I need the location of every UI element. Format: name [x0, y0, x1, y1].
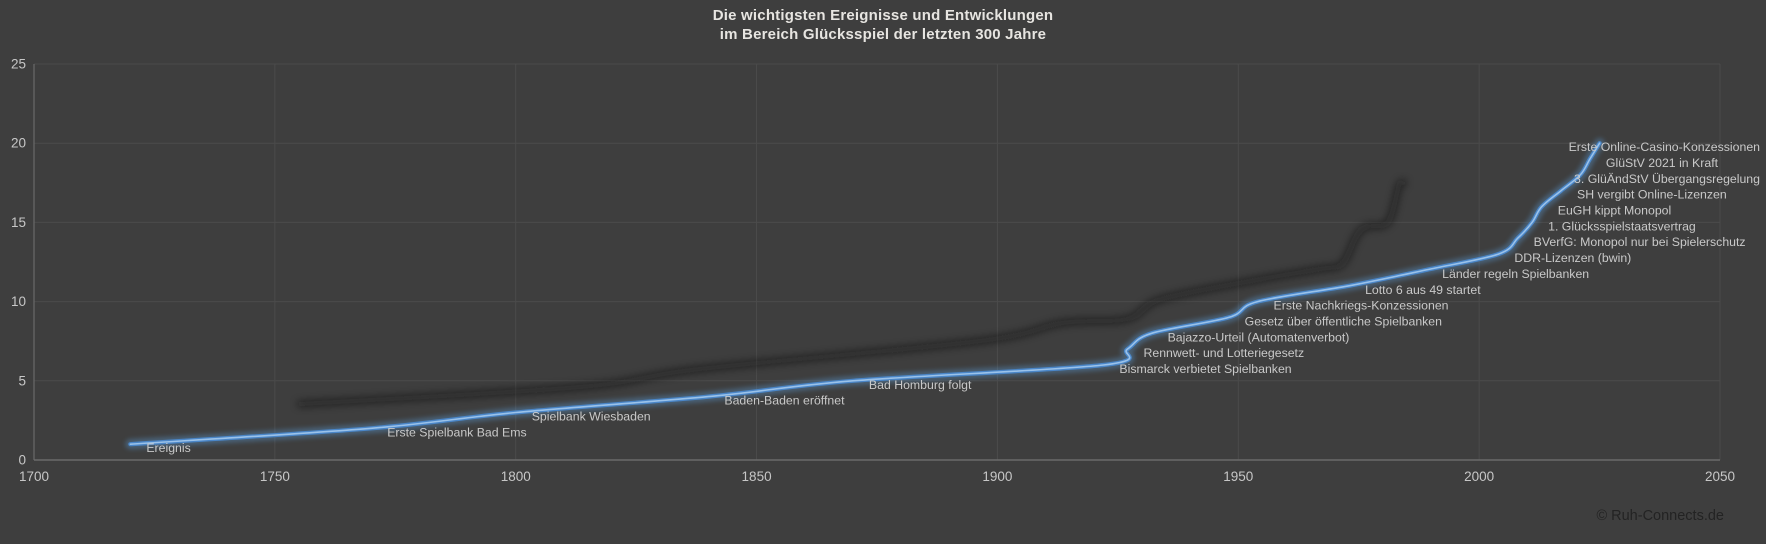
watermark: © Ruh-Connects.de	[1596, 508, 1724, 524]
x-tick-label: 1900	[982, 469, 1012, 484]
y-tick-label: 20	[11, 136, 26, 151]
event-label: BVerfG: Monopol nur bei Spielerschutz	[1534, 235, 1746, 249]
event-label: DDR-Lizenzen (bwin)	[1514, 251, 1631, 265]
x-tick-label: 1750	[260, 469, 290, 484]
series-shadow	[297, 179, 1407, 407]
event-label: SH vergibt Online-Lizenzen	[1577, 188, 1727, 202]
y-tick-label: 10	[11, 294, 26, 309]
event-label: Erste Nachkriegs-Konzessionen	[1274, 299, 1449, 313]
event-label: Ereignis	[146, 441, 190, 455]
y-tick-label: 15	[11, 215, 26, 230]
x-tick-label: 2000	[1464, 469, 1494, 484]
event-label: 3. GlüÄndStV Übergangsregelung	[1574, 172, 1760, 186]
x-tick-label: 1800	[501, 469, 531, 484]
event-label: Bismarck verbietet Spielbanken	[1119, 362, 1291, 376]
chart-title: Die wichtigsten Ereignisse und Entwicklu…	[0, 6, 1766, 44]
x-tick-label: 1850	[742, 469, 772, 484]
event-label: Erste Online-Casino-Konzessionen	[1569, 140, 1761, 154]
chart-title-line2: im Bereich Glücksspiel der letzten 300 J…	[719, 26, 1047, 43]
event-label: Länder regeln Spielbanken	[1442, 267, 1589, 281]
y-tick-label: 25	[11, 57, 26, 72]
event-label: EuGH kippt Monopol	[1558, 204, 1671, 218]
event-label: Bajazzo-Urteil (Automatenverbot)	[1168, 330, 1350, 344]
event-label: Erste Spielbank Bad Ems	[387, 425, 526, 439]
x-tick-label: 2050	[1705, 469, 1735, 484]
y-tick-label: 5	[18, 373, 26, 388]
event-label: 1. Glücksspielstaatsvertrag	[1548, 219, 1696, 233]
event-label: Spielbank Wiesbaden	[532, 409, 651, 423]
event-label: Gesetz über öffentliche Spielbanken	[1245, 314, 1442, 328]
event-label: Baden-Baden eröffnet	[724, 394, 845, 408]
series-line-highlight	[129, 142, 1601, 445]
event-label: Lotto 6 aus 49 startet	[1365, 283, 1481, 297]
event-label: Bad Homburg folgt	[869, 378, 972, 392]
event-label: Rennwett- und Lotteriegesetz	[1143, 346, 1304, 360]
x-tick-label: 1950	[1223, 469, 1253, 484]
x-tick-label: 1700	[19, 469, 49, 484]
y-tick-label: 0	[18, 453, 26, 468]
chart-title-line1: Die wichtigsten Ereignisse und Entwicklu…	[712, 7, 1054, 24]
event-label: GlüStV 2021 in Kraft	[1606, 156, 1719, 170]
